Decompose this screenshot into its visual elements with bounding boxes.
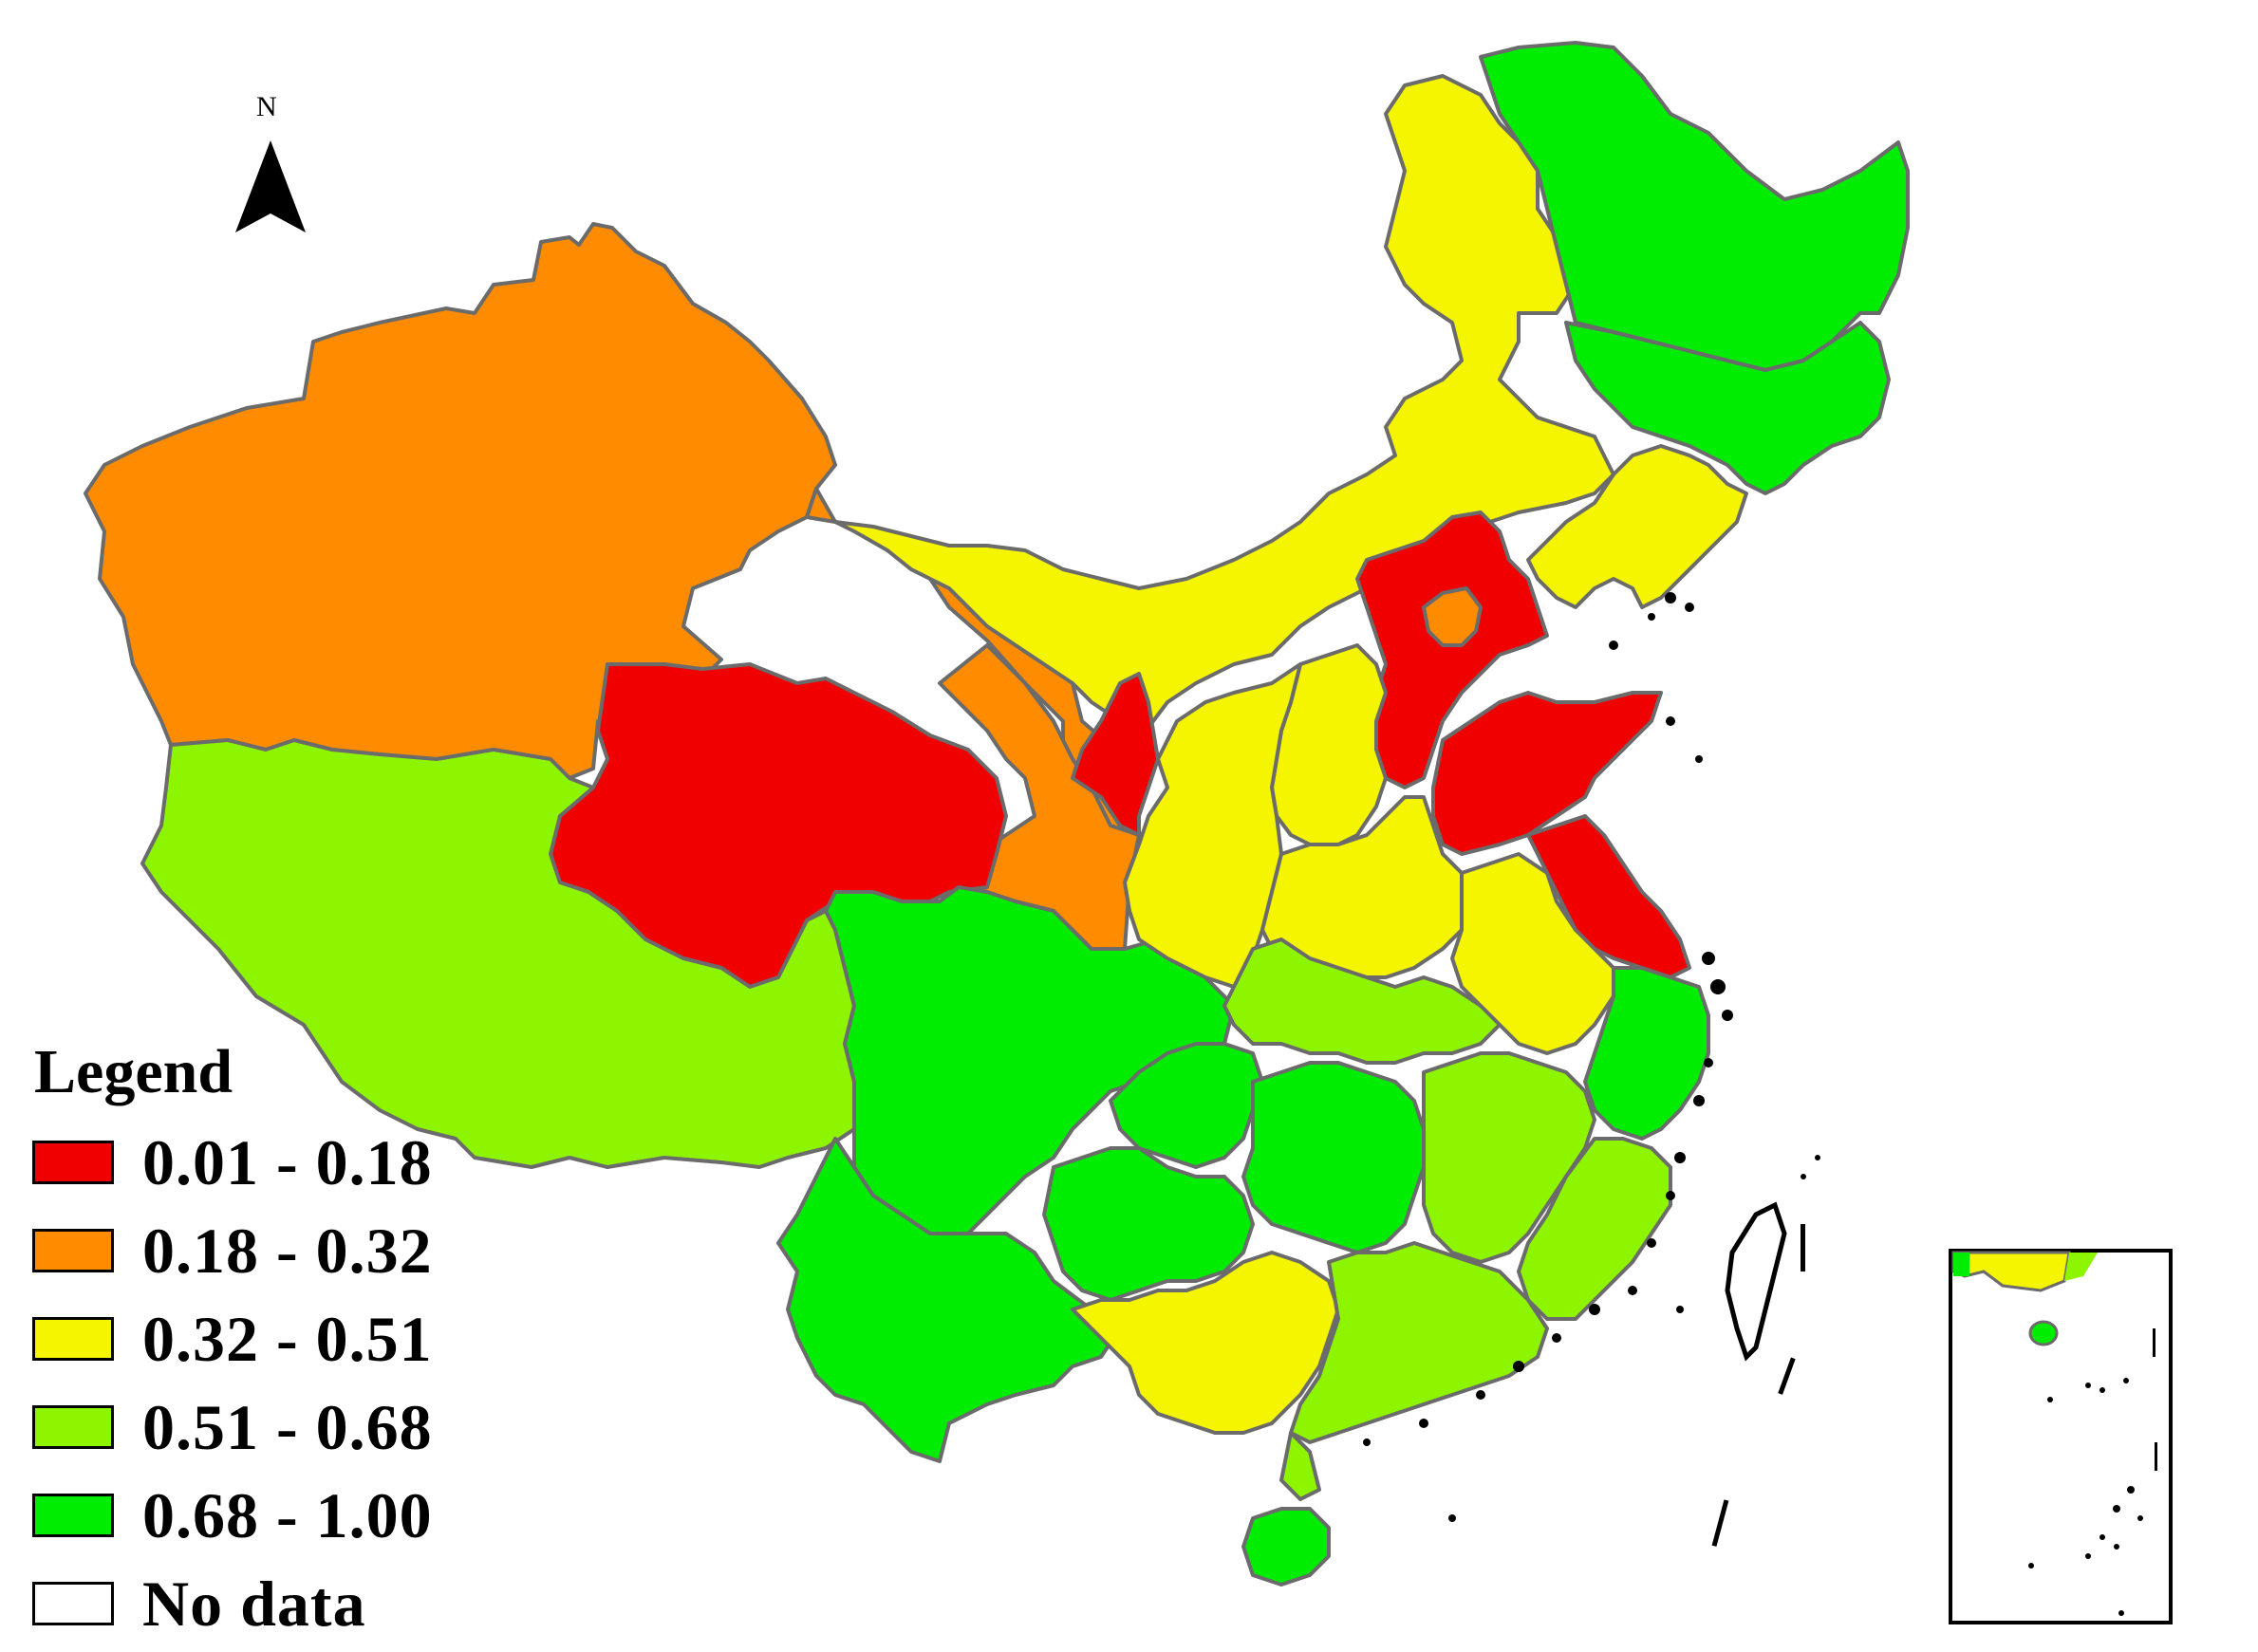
region-hebei: [1355, 510, 1549, 789]
north-arrow-icon: [235, 140, 306, 232]
legend-label: 0.01 - 0.18: [142, 1125, 433, 1198]
legend-item: 0.01 - 0.18: [32, 1126, 433, 1198]
region-fujian: [1517, 1137, 1672, 1321]
region-heilongjiang: [1479, 41, 1910, 372]
legend-title: Legend: [34, 1037, 233, 1106]
legend-swatch: [32, 1141, 114, 1184]
legend-label: 0.51 - 0.68: [142, 1390, 433, 1463]
region-beijing-tianjin: [1422, 586, 1483, 647]
legend-item: 0.32 - 0.51: [32, 1303, 433, 1375]
region-hubei: [1222, 937, 1502, 1065]
region-hainan: [1241, 1507, 1331, 1587]
region-yunnan: [776, 1137, 1122, 1463]
region-guangxi: [1071, 1251, 1340, 1435]
region-taiwan: [1725, 1201, 1787, 1362]
region-guizhou: [1042, 1146, 1255, 1302]
legend-item: 0.18 - 0.32: [32, 1215, 433, 1287]
legend-swatch: [32, 1582, 114, 1625]
region-shandong: [1431, 691, 1663, 856]
region-ningxia: [1071, 672, 1160, 837]
region-zhejiang: [1583, 966, 1710, 1141]
legend-swatch: [32, 1317, 114, 1361]
region-guangdong: [1279, 1241, 1549, 1501]
legend-swatch: [32, 1494, 114, 1537]
region-inner-mongolia: [833, 74, 1615, 742]
legend-item: No data: [32, 1568, 366, 1640]
legend-label: 0.68 - 1.00: [142, 1478, 433, 1551]
inset-south-china-sea: [1949, 1249, 2173, 1624]
region-hunan: [1241, 1061, 1426, 1254]
legend-swatch: [32, 1229, 114, 1272]
north-label: N: [256, 91, 277, 122]
legend-item: 0.51 - 0.68: [32, 1391, 433, 1463]
region-chongqing: [1109, 1042, 1264, 1169]
region-jiangsu: [1526, 814, 1691, 979]
legend-item: 0.68 - 1.00: [32, 1479, 433, 1551]
offshore-islands: [1711, 1224, 1805, 1547]
legend-label: 0.18 - 0.32: [142, 1214, 433, 1287]
coastline-islands: [1363, 592, 1820, 1522]
legend-label: No data: [142, 1567, 366, 1640]
region-anhui: [1450, 852, 1615, 1055]
legend-swatch: [32, 1405, 114, 1449]
region-jiangxi: [1422, 1051, 1596, 1264]
region-jilin: [1564, 321, 1891, 495]
legend-label: 0.32 - 0.51: [142, 1302, 433, 1375]
region-liaoning: [1526, 444, 1748, 609]
